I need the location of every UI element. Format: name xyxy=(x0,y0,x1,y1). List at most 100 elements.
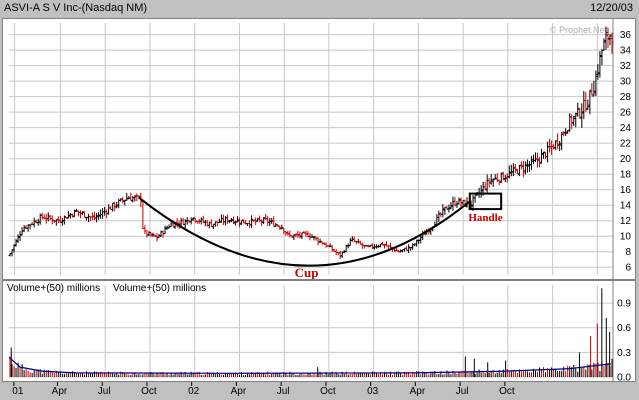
handle-box xyxy=(468,192,503,211)
ohlc-bar xyxy=(32,217,36,228)
ohlc-bar xyxy=(93,211,97,221)
ohlc-bar xyxy=(350,236,354,242)
ohlc-bar xyxy=(588,89,592,115)
ohlc-bar xyxy=(592,80,596,97)
ohlc-bar xyxy=(546,141,550,163)
ohlc-bar xyxy=(550,140,554,155)
ohlc-bar xyxy=(542,151,546,159)
ohlc-bar xyxy=(451,196,455,211)
ohlc-bar xyxy=(44,213,48,224)
ohlc-bar xyxy=(523,161,527,175)
ohlc-bar xyxy=(125,193,129,201)
ohlc-bar xyxy=(236,216,240,223)
ohlc-bar xyxy=(407,244,411,254)
ohlc-bar xyxy=(560,131,564,151)
price-tick-label: 10 xyxy=(620,232,632,243)
ohlc-bar xyxy=(556,133,560,150)
ohlc-bar xyxy=(72,209,76,218)
ohlc-bar xyxy=(70,213,74,218)
ohlc-bar xyxy=(276,224,280,227)
price-tick-label: 12 xyxy=(620,216,632,227)
ohlc-bar xyxy=(540,148,544,164)
volume-title-secondary: Volume+(50) millions xyxy=(113,283,206,294)
ohlc-bar xyxy=(296,230,300,238)
ohlc-bar xyxy=(229,217,233,223)
ohlc-bar xyxy=(602,38,606,51)
ohlc-bar xyxy=(119,198,123,202)
ohlc-bar xyxy=(411,243,415,250)
ohlc-bar xyxy=(598,51,602,78)
ohlc-bar xyxy=(419,235,423,244)
ohlc-bar xyxy=(262,216,266,225)
ohlc-bar xyxy=(574,112,578,128)
ohlc-bar xyxy=(382,243,386,249)
price-tick-label: 8 xyxy=(625,247,631,258)
ohlc-bar xyxy=(487,177,491,188)
ohlc-bar xyxy=(278,225,282,231)
ohlc-bar xyxy=(58,216,62,223)
ohlc-bar xyxy=(576,102,580,117)
price-tick-label: 20 xyxy=(620,154,632,165)
ohlc-bar xyxy=(113,201,117,212)
ohlc-bar xyxy=(300,232,304,240)
ohlc-bar xyxy=(133,195,137,202)
ohlc-bar xyxy=(181,217,185,225)
ohlc-bar xyxy=(584,91,588,112)
price-tick-label: 32 xyxy=(620,61,632,72)
ohlc-bar xyxy=(441,204,445,218)
price-tick-label: 22 xyxy=(620,139,632,150)
ohlc-bar xyxy=(409,247,413,251)
x-tick-label: 03 xyxy=(367,386,379,397)
ohlc-bar xyxy=(443,206,447,215)
price-chart: 6 8 10 12 14 16 18 20 22 24 26 28 30 32 34 36 © Prophet.… xyxy=(8,19,632,279)
ohlc-bar xyxy=(362,244,366,249)
ohlc-bar xyxy=(10,249,14,257)
ohlc-bar xyxy=(105,209,109,219)
ohlc-bar xyxy=(505,173,509,183)
ohlc-bar xyxy=(570,114,574,130)
ohlc-bar xyxy=(515,169,519,175)
ohlc-bar xyxy=(326,245,330,247)
ohlc-bar xyxy=(568,113,572,133)
ohlc-bar xyxy=(28,224,32,230)
ohlc-bar xyxy=(511,163,515,177)
ohlc-bar xyxy=(254,217,258,226)
ohlc-bar xyxy=(533,152,537,163)
ohlc-bar xyxy=(459,197,463,208)
ohlc-bar xyxy=(280,224,284,230)
watermark: © Prophet.Net xyxy=(550,25,608,35)
ohlc-bar xyxy=(499,172,503,184)
ohlc-bar xyxy=(217,218,221,223)
ohlc-bar xyxy=(240,220,244,225)
ohlc-bar xyxy=(336,251,340,256)
x-tick-label: Apr xyxy=(231,386,247,397)
ohlc-bar xyxy=(101,208,105,219)
ohlc-bar xyxy=(231,216,235,225)
ohlc-bar xyxy=(316,237,320,246)
ohlc-bar xyxy=(415,239,419,247)
chart-title: ASVI-A S V Inc-(Nasdaq NM) xyxy=(4,2,148,14)
cup-curve xyxy=(138,196,471,267)
ohlc-bar xyxy=(62,215,66,225)
ohlc-bar xyxy=(445,206,449,211)
ohlc-bar xyxy=(306,230,310,238)
ohlc-bar xyxy=(189,217,193,225)
ohlc-bar xyxy=(322,241,326,245)
ohlc-bar xyxy=(153,234,157,238)
volume-tick-label: 0.6 xyxy=(617,323,631,334)
ohlc-bar xyxy=(238,217,242,228)
ohlc-bar xyxy=(282,227,286,235)
ohlc-bar xyxy=(596,64,600,80)
ohlc-bar xyxy=(111,202,115,212)
ohlc-bar xyxy=(68,213,72,219)
ohlc-bar xyxy=(64,216,68,219)
volume-panel: 0.0 0.3 0.6 0.9 Volume+(50) millions Volume+(… xyxy=(2,280,636,382)
x-tick-label: Oct xyxy=(320,386,336,397)
cup-label: Cup xyxy=(295,265,319,279)
ohlc-bar xyxy=(66,211,70,219)
ohlc-bar xyxy=(50,215,54,225)
ohlc-bar xyxy=(14,238,18,247)
ohlc-bar xyxy=(91,212,95,221)
ohlc-bar xyxy=(129,192,133,201)
ohlc-bar xyxy=(324,242,328,248)
